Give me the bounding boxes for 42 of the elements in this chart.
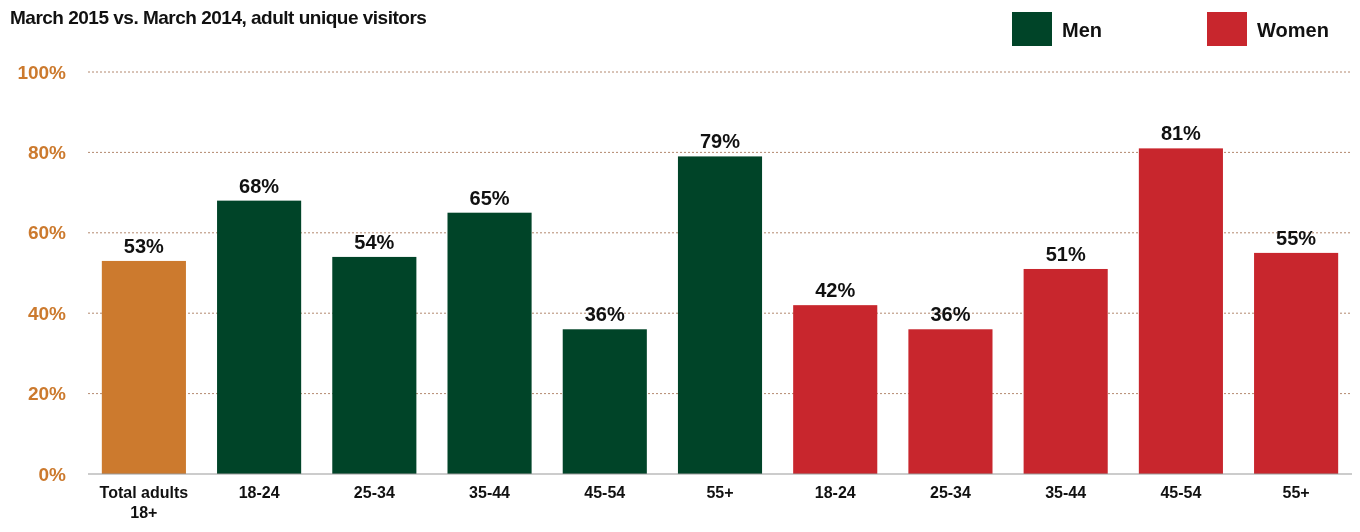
x-tick-label: 25-34 xyxy=(929,484,972,501)
legend-label: Women xyxy=(1257,19,1329,41)
bar xyxy=(1023,268,1108,474)
data-label: 42% xyxy=(815,279,856,302)
data-label: 68% xyxy=(239,174,280,197)
x-tick-label: 35-44 xyxy=(1045,484,1087,501)
x-tick-label: 45-54 xyxy=(584,484,626,501)
x-tick-label: 25-34 xyxy=(353,484,395,501)
bar xyxy=(101,260,186,474)
y-tick-label: 60% xyxy=(27,222,67,244)
data-label: 36% xyxy=(584,303,626,326)
data-label: 51% xyxy=(1045,242,1086,265)
data-label: 79% xyxy=(699,130,741,153)
data-label: 81% xyxy=(1160,122,1202,145)
x-tick-label: 18-24 xyxy=(238,484,280,501)
data-label: 36% xyxy=(930,303,971,326)
data-label: 54% xyxy=(354,230,395,253)
bar xyxy=(1254,252,1339,474)
data-label: 65% xyxy=(469,186,510,209)
x-tick-label: 55+ xyxy=(706,484,734,501)
data-label: 53% xyxy=(123,234,165,257)
x-tick-label: 35-44 xyxy=(469,484,511,501)
bar xyxy=(217,200,302,474)
legend-label: Men xyxy=(1062,19,1102,41)
bar xyxy=(677,156,763,474)
chart-title: March 2015 vs. March 2014, adult unique visitors xyxy=(10,7,427,28)
bar xyxy=(1138,148,1223,474)
x-tick-label: 18-24 xyxy=(814,484,856,501)
bar xyxy=(562,329,647,474)
y-tick-label: 80% xyxy=(27,142,67,164)
y-tick-label: 40% xyxy=(27,302,67,324)
bar xyxy=(793,305,878,474)
bar xyxy=(332,256,417,474)
bar xyxy=(447,212,532,474)
x-tick-label: Total adults 18+ xyxy=(99,484,189,521)
x-tick-label: 55+ xyxy=(1282,484,1310,501)
y-tick-label: 100% xyxy=(17,61,67,83)
x-tick-label: 45-54 xyxy=(1160,484,1202,501)
y-tick-label: 0% xyxy=(38,463,67,485)
data-label: 55% xyxy=(1276,226,1317,249)
y-tick-label: 20% xyxy=(27,383,67,405)
bar xyxy=(908,329,993,474)
